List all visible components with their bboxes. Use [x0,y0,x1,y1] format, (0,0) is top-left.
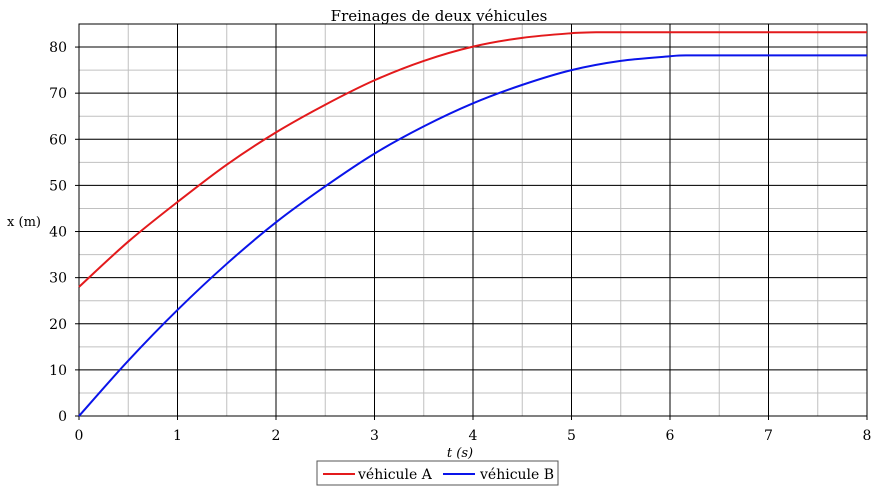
y-tick-label: 0 [58,409,67,425]
legend-box [316,460,559,486]
x-tick-label: 1 [173,428,182,444]
x-axis-label: t (s) [447,446,473,461]
x-tick-label: 6 [666,428,675,444]
y-axis-ticks: 0 10 20 30 40 50 60 70 80 [49,40,79,425]
series-line-vehicule-a [78,31,867,288]
x-tick-label: 3 [370,428,379,444]
series-line-vehicule-b [78,54,867,417]
x-tick-label: 8 [863,428,872,444]
y-tick-label: 50 [49,178,67,194]
x-axis-ticks: 0 1 2 3 4 5 6 7 8 [75,416,872,444]
y-tick-label: 70 [49,86,67,102]
chart-title: Freinages de deux véhicules [331,7,548,25]
x-tick-label: 2 [272,428,281,444]
x-tick-label: 0 [75,428,84,444]
legend-label: véhicule A [357,467,433,483]
y-tick-label: 60 [49,132,67,148]
x-tick-label: 7 [764,428,773,444]
legend: véhicule A véhicule B [316,460,559,486]
y-tick-label: 40 [49,225,67,241]
legend-label: véhicule B [479,467,554,483]
y-tick-label: 20 [49,317,67,333]
x-tick-label: 5 [567,428,576,444]
y-tick-label: 80 [49,40,67,56]
x-tick-label: 4 [469,428,478,444]
y-tick-label: 10 [49,363,67,379]
y-tick-label: 30 [49,271,67,287]
y-axis-label: x (m) [7,215,41,230]
series-layer [78,31,867,417]
